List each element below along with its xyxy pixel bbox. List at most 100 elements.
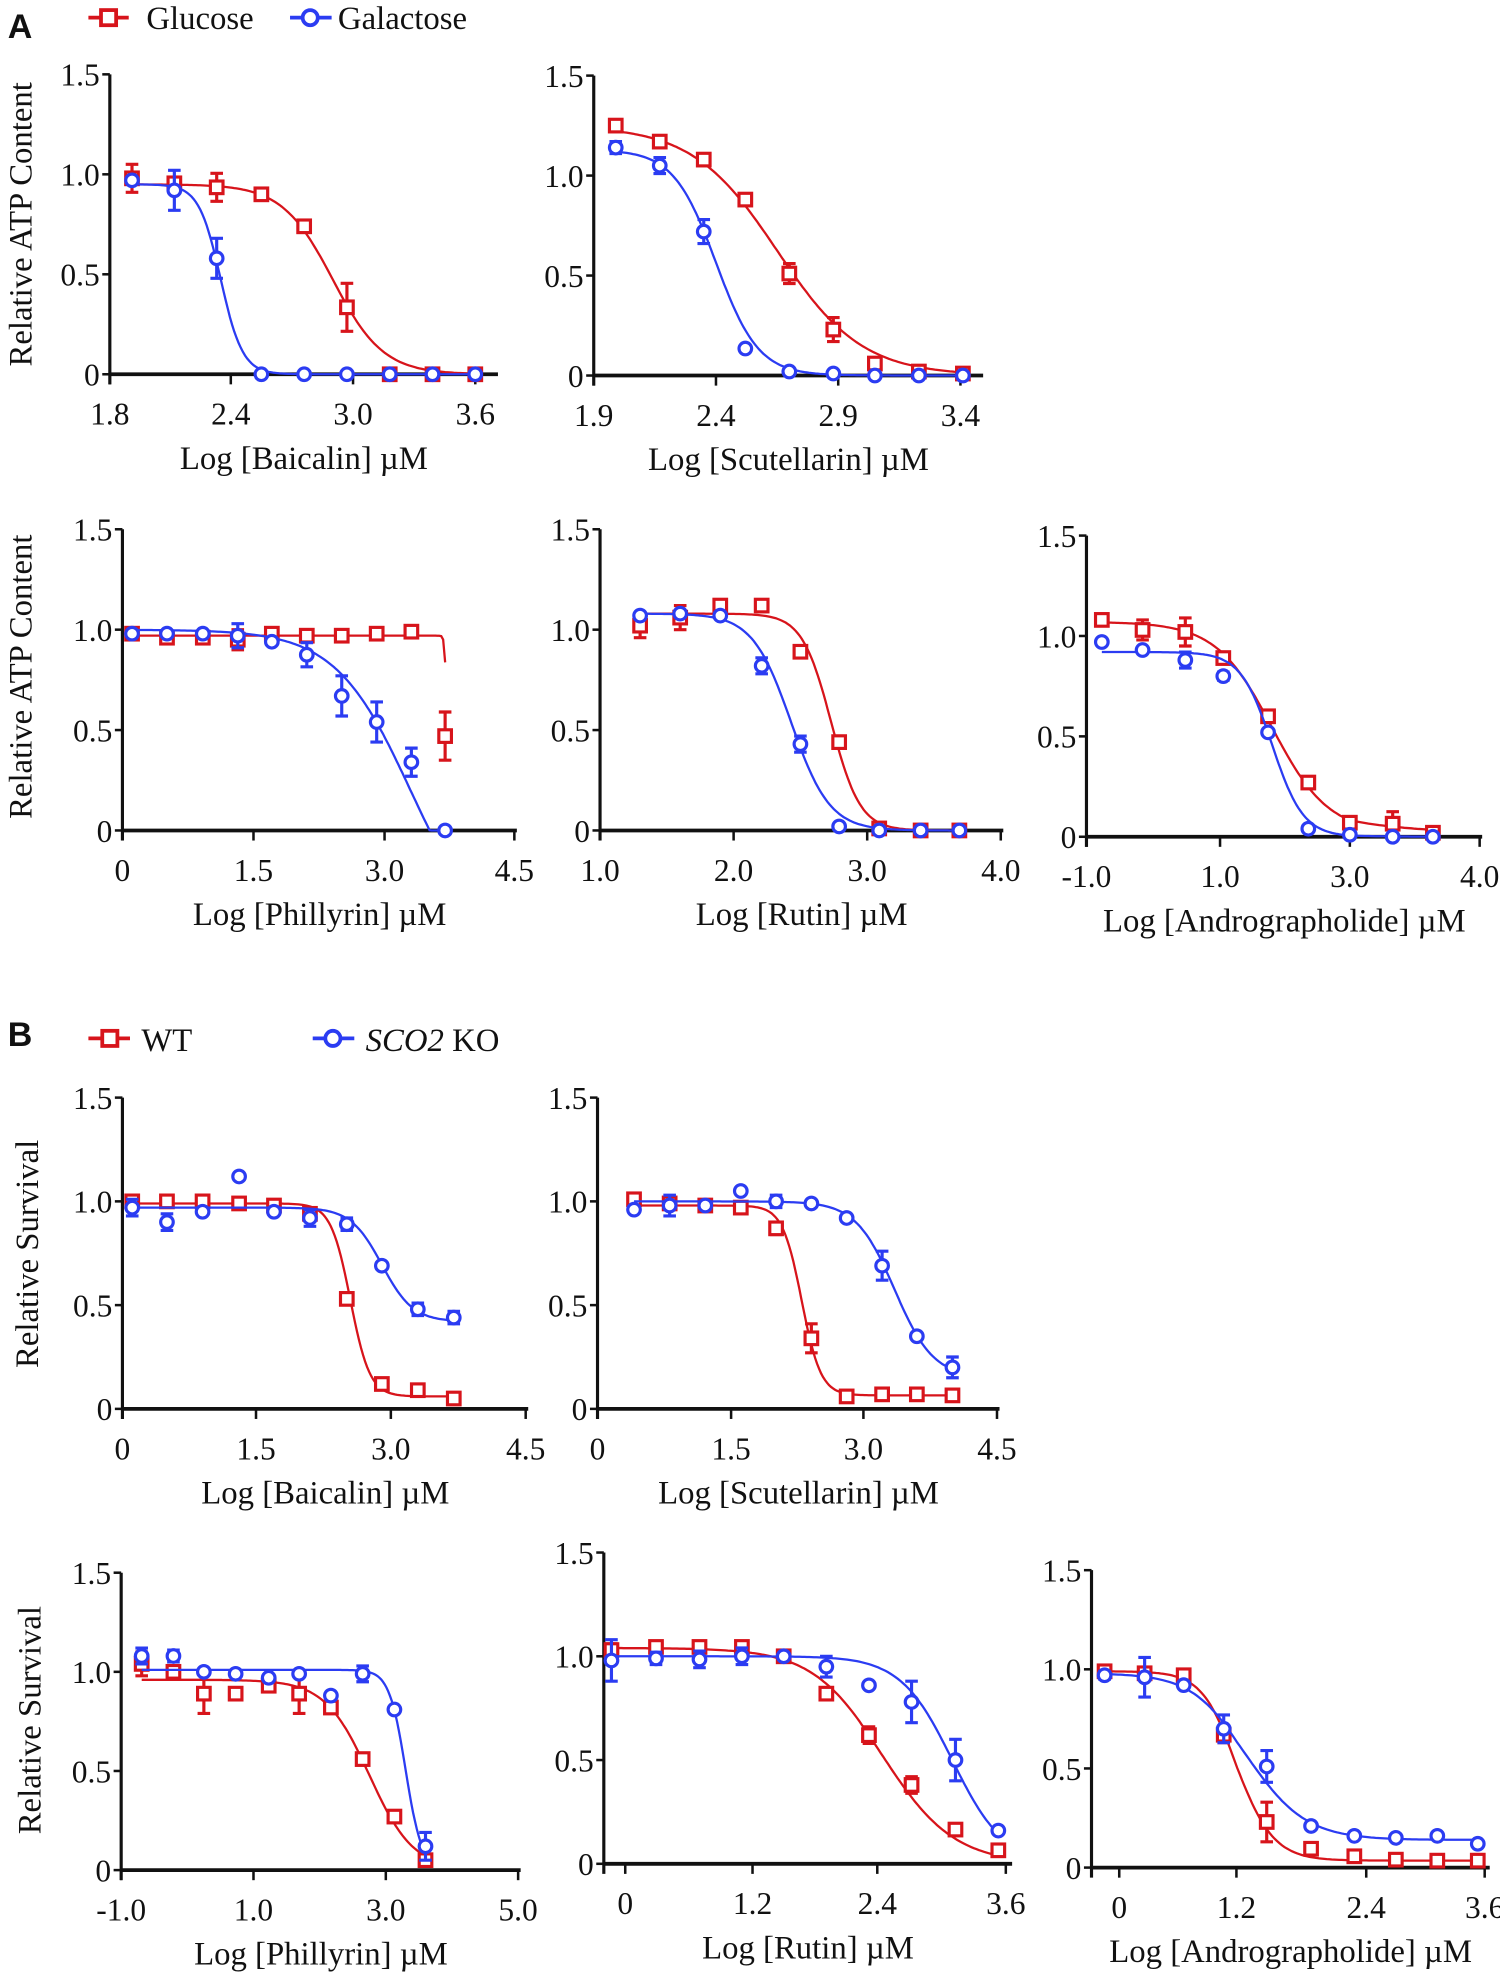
chart-9: 0 0.5 1.0 1.5 0 1.2 2.4 3.6 Log [Rutin] µM xyxy=(554,1536,1025,1966)
legend-wt-marker xyxy=(88,1028,130,1048)
fit-curve xyxy=(611,1646,999,1857)
x-tick-label: 1.5 xyxy=(234,853,273,888)
x-tick-label: 2.4 xyxy=(696,398,736,433)
data-point-circle xyxy=(626,1201,642,1218)
data-point-circle xyxy=(1215,1720,1232,1737)
y-tick-label: 1.0 xyxy=(1042,1653,1081,1688)
legend-glucose-label: Glucose xyxy=(146,1,253,37)
x-tick-label: 4.5 xyxy=(495,853,534,888)
y-tick-label: 1.5 xyxy=(1042,1554,1081,1589)
x-tick-label: 1.0 xyxy=(234,1893,273,1928)
y-tick-label: 1.0 xyxy=(554,1640,593,1675)
data-point-circle xyxy=(381,366,398,383)
series-galactose xyxy=(607,139,971,384)
y-tick-label: 1.0 xyxy=(551,613,590,648)
data-point-circle xyxy=(260,1669,277,1686)
data-point-circle xyxy=(871,822,888,839)
data-point-circle xyxy=(1469,1835,1486,1852)
data-point-square xyxy=(874,1386,890,1403)
data-point-square xyxy=(445,1390,462,1407)
x-axis-title: Log [Phillyrin] µM xyxy=(193,897,447,933)
data-point-circle xyxy=(124,625,140,642)
x-tick-label: 3.6 xyxy=(986,1886,1025,1921)
data-point-circle xyxy=(818,1658,835,1675)
data-point-circle xyxy=(603,1652,620,1669)
y-tick-label: 1.5 xyxy=(60,58,99,93)
data-point-circle xyxy=(1093,634,1110,650)
y-tick-label: 0.5 xyxy=(73,713,112,748)
chart-5: 0 0.5 1.0 1.5 -1.0 1.0 3.0 4.0 Log [Andrographol… xyxy=(1037,519,1499,939)
data-point-square xyxy=(227,1685,244,1702)
data-point-circle xyxy=(990,1822,1007,1839)
x-tick-label: -1.0 xyxy=(96,1893,146,1928)
y-tick-label: 1.5 xyxy=(73,513,112,548)
y-tick-label: 0 xyxy=(572,1392,588,1427)
data-point-square xyxy=(1303,1840,1319,1857)
data-point-circle xyxy=(1177,652,1194,668)
data-point-circle xyxy=(445,1309,462,1326)
legend-glucose-marker xyxy=(88,8,129,28)
data-point-square xyxy=(1258,1814,1275,1830)
fit-curve xyxy=(132,183,476,375)
data-point-circle xyxy=(911,367,927,384)
data-point-circle xyxy=(253,366,270,383)
data-point-square xyxy=(1300,774,1317,791)
legend-ko-suffix: KO xyxy=(444,1023,500,1059)
series-sco2-ko xyxy=(603,1638,1007,1839)
data-point-square xyxy=(437,728,453,744)
y-tick-label: 0 xyxy=(84,358,100,393)
data-point-circle xyxy=(124,172,140,189)
x-tick-label: 5.0 xyxy=(498,1893,537,1928)
x-tick-label: 2.4 xyxy=(1347,1890,1387,1925)
data-point-circle xyxy=(695,223,712,240)
data-point-square xyxy=(990,1842,1007,1859)
data-point-circle xyxy=(166,182,183,199)
y-tick-label: 0.5 xyxy=(1037,720,1076,755)
data-point-circle xyxy=(263,633,280,650)
x-tick-label: 2.9 xyxy=(819,398,858,433)
x-tick-label: 0 xyxy=(115,853,131,888)
y-tick-label: 0 xyxy=(97,814,113,849)
chart-8: 0 0.5 1.0 1.5 -1.0 1.0 3.0 5.0 Log [Phillyrin] µ… xyxy=(13,1556,538,1973)
series-wt xyxy=(603,1639,1007,1859)
x-tick-label: 1.8 xyxy=(90,397,129,432)
x-axis-title: Log [Andrographolide] µM xyxy=(1103,903,1466,939)
data-point-square xyxy=(944,1387,961,1404)
x-tick-label: 3.0 xyxy=(848,853,887,888)
data-point-circle xyxy=(1303,1818,1319,1834)
x-tick-label: 3.6 xyxy=(1465,1890,1500,1925)
data-point-circle xyxy=(908,1328,925,1345)
y-tick-label: 1.5 xyxy=(551,513,590,548)
data-point-square xyxy=(386,1808,403,1825)
series-sco2-ko xyxy=(1096,1655,1486,1852)
data-point-circle xyxy=(165,1648,182,1664)
data-point-circle xyxy=(266,1203,282,1220)
fit-curve xyxy=(1104,1672,1478,1841)
data-point-square xyxy=(159,1193,175,1210)
fit-curve xyxy=(634,1204,953,1397)
fit-curve xyxy=(132,1202,454,1398)
y-tick-label: 0.5 xyxy=(60,258,99,293)
data-point-circle xyxy=(753,657,770,674)
data-point-square xyxy=(296,218,313,235)
data-point-square xyxy=(838,1388,855,1405)
data-point-circle xyxy=(291,1665,308,1682)
data-point-circle xyxy=(386,1701,403,1718)
data-point-square xyxy=(368,625,385,642)
data-point-circle xyxy=(323,1687,339,1704)
data-point-circle xyxy=(467,366,484,383)
series-glucose xyxy=(124,623,453,762)
y-tick-label: 1.0 xyxy=(544,159,583,194)
data-point-square xyxy=(908,1386,925,1403)
data-point-square xyxy=(947,1821,964,1838)
data-point-circle xyxy=(944,1359,961,1376)
x-tick-label: 2.0 xyxy=(714,853,753,888)
data-point-circle xyxy=(861,1677,877,1694)
x-tick-label: 3.0 xyxy=(333,397,372,432)
x-tick-label: 0 xyxy=(617,1886,633,1921)
data-point-circle xyxy=(409,1301,426,1318)
fit-curve xyxy=(132,634,447,663)
data-point-circle xyxy=(1134,642,1151,658)
data-point-circle xyxy=(712,607,729,624)
y-tick-label: 0.5 xyxy=(1042,1752,1081,1787)
